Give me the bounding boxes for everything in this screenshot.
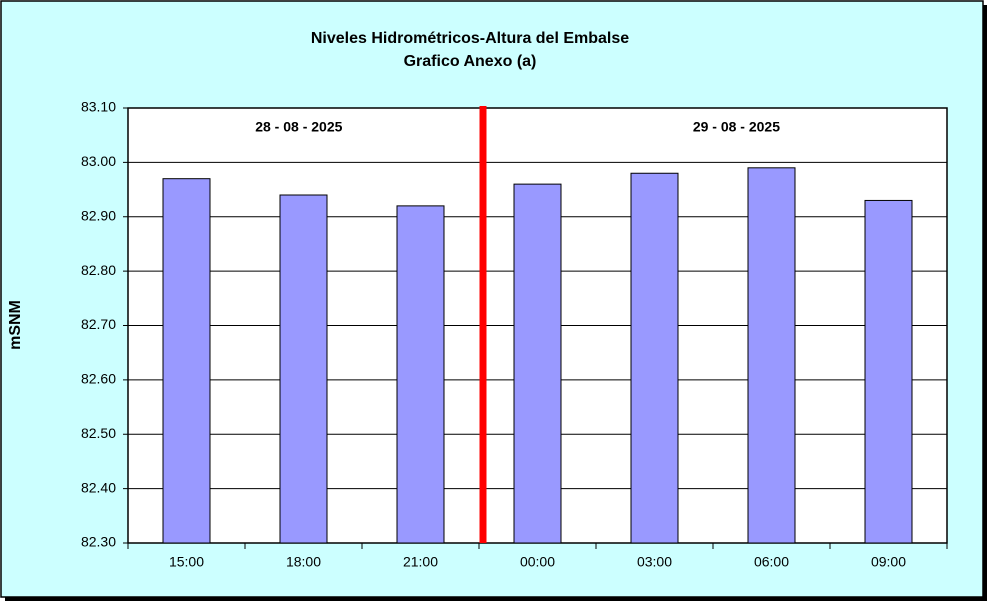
y-tick-label: 82.70 <box>81 316 116 332</box>
bar <box>513 183 562 544</box>
x-tick-label: 18:00 <box>286 554 321 570</box>
chart-title: Niveles Hidrométricos-Altura del Embalse <box>311 30 629 47</box>
y-tick-label: 83.10 <box>81 99 116 115</box>
x-tick-label: 06:00 <box>754 554 789 570</box>
y-tick-label: 82.30 <box>81 534 116 550</box>
date-annotation: 28 - 08 - 2025 <box>255 119 342 135</box>
x-tick-label: 09:00 <box>871 554 906 570</box>
x-tick-label: 21:00 <box>403 554 438 570</box>
y-tick-label: 82.40 <box>81 479 116 495</box>
bar <box>864 199 913 544</box>
bar <box>630 172 679 544</box>
y-tick-label: 82.60 <box>81 371 116 387</box>
x-tick-label: 03:00 <box>637 554 672 570</box>
bar <box>747 167 796 544</box>
bar <box>162 178 211 544</box>
y-tick-label: 82.80 <box>81 262 116 278</box>
x-tick-label: 00:00 <box>520 554 555 570</box>
y-tick-label: 82.50 <box>81 425 116 441</box>
y-axis-label: mSNM <box>7 300 24 350</box>
date-annotation: 29 - 08 - 2025 <box>693 119 780 135</box>
y-tick-label: 83.00 <box>81 153 116 169</box>
chart-subtitle: Grafico Anexo (a) <box>404 53 537 70</box>
bar <box>279 194 328 544</box>
bar <box>396 205 445 544</box>
x-tick-label: 15:00 <box>169 554 204 570</box>
y-tick-label: 82.90 <box>81 207 116 223</box>
